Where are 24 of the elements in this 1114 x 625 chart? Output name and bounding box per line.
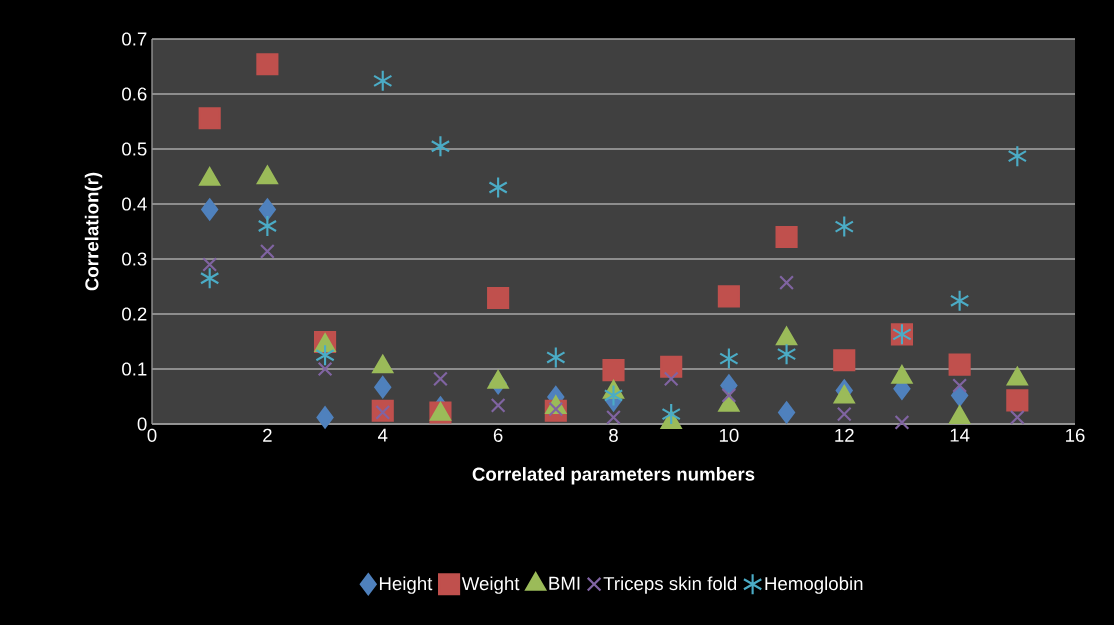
legend-label: Triceps skin fold [603,576,737,594]
y-tick-label: 0.5 [122,142,147,156]
legend-label: BMI [549,576,580,590]
y-tick-label: 0.6 [122,87,147,101]
x-axis-title: Correlated parameters numbers [472,467,755,485]
y-tick-label: 0.3 [122,252,147,266]
legend-label: Weight [461,576,520,594]
x-tick-label: 0 [147,428,157,442]
y-tick-label: 0.2 [122,307,147,321]
legend-label: Height [379,576,433,594]
x-tick-label: 8 [609,428,618,442]
x-tick-label: 6 [493,428,503,442]
y-axis-title: Correlation(r) [84,172,103,291]
x-tick-label: 4 [377,428,388,442]
y-tick-label: 0 [137,417,147,431]
x-tick-label: 16 [1066,428,1085,442]
x-tick-label: 14 [950,428,970,442]
y-tick-label: 0.7 [122,32,147,46]
y-tick-label: 0.4 [122,197,147,211]
x-tick-label: 2 [263,428,272,442]
x-tick-label: 10 [719,428,739,442]
x-tick-label: 12 [835,428,854,442]
y-tick-label: 0.1 [122,362,147,376]
legend-label: Hemoglobin [765,576,863,594]
